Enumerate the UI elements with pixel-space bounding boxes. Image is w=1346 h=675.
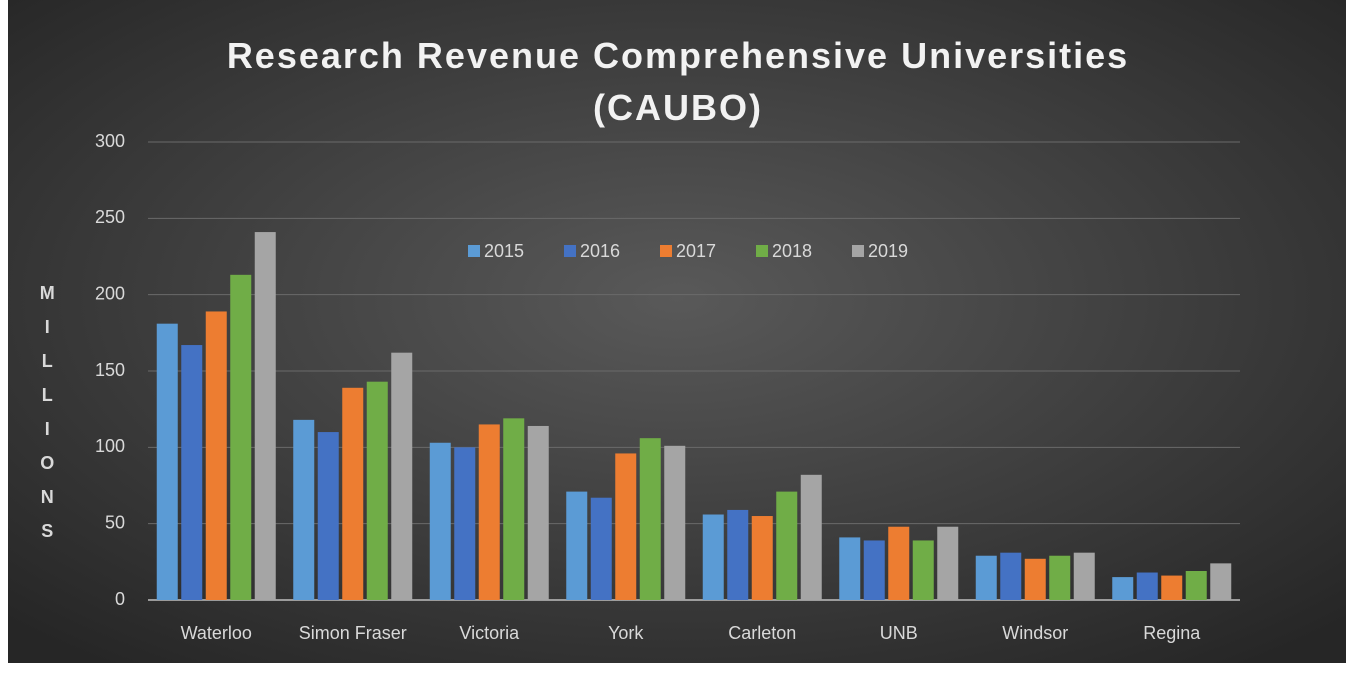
x-tick-label: Windsor [1002,623,1068,643]
bar [478,424,500,600]
bar [863,540,885,600]
bar [1185,570,1207,600]
y-tick-label: 0 [115,589,125,609]
legend-label: 2019 [868,241,908,261]
bar [937,526,959,600]
bar [429,442,451,600]
legend-label: 2017 [676,241,716,261]
bar [615,453,637,600]
y-tick-label: 150 [95,360,125,380]
y-tick-label: 250 [95,207,125,227]
bar [1024,558,1046,600]
bar [664,445,686,600]
bar [800,474,822,600]
bar [293,419,315,600]
bar [230,274,252,600]
bar [205,311,227,600]
bar [1161,575,1183,600]
bar [527,425,549,600]
bar [1000,552,1022,600]
y-tick-label: 200 [95,283,125,303]
bar [702,514,724,600]
bar [912,540,934,600]
bar [839,537,861,600]
x-tick-label: Victoria [459,623,520,643]
x-tick-label: UNB [880,623,918,643]
bar [254,232,276,600]
x-tick-label: York [608,623,644,643]
legend-swatch [468,245,480,257]
x-tick-label: Waterloo [181,623,252,643]
bar [156,323,178,600]
x-tick-label: Carleton [728,623,796,643]
legend-label: 2016 [580,241,620,261]
bar [181,345,203,600]
legend-swatch [564,245,576,257]
legend-swatch [756,245,768,257]
bar [1112,577,1134,600]
legend-swatch [852,245,864,257]
bar [566,491,588,600]
bar [317,432,339,600]
bar [975,555,997,600]
legend-label: 2015 [484,241,524,261]
bar [590,497,612,600]
bar [639,438,661,600]
bar [1210,563,1232,600]
bar [454,447,476,600]
bar [1136,572,1158,600]
legend-label: 2018 [772,241,812,261]
y-tick-label: 50 [105,512,125,532]
bar [391,352,413,600]
chart-title: Research Revenue Comprehensive Universit… [226,35,1130,128]
bar [727,509,749,600]
y-tick-label: 300 [95,131,125,151]
legend-swatch [660,245,672,257]
bar [888,526,910,600]
bar [1049,555,1071,600]
bar [1073,552,1095,600]
y-axis-label: MILLIONS [37,283,57,555]
bar [776,491,798,600]
bar [366,381,388,600]
y-tick-label: 100 [95,436,125,456]
x-tick-label: Simon Fraser [299,623,407,643]
bar [503,418,525,600]
x-tick-label: Regina [1143,623,1201,643]
bar [751,516,773,600]
bar [342,387,364,600]
